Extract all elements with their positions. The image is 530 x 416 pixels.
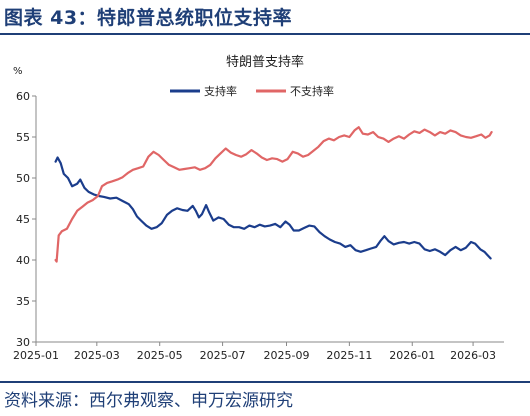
- x-tick-label: 2026-03: [450, 349, 496, 362]
- title-divider: [0, 33, 530, 35]
- source-note: 资料来源：西尔弗观察、申万宏源研究: [4, 391, 293, 411]
- x-tick-label: 2025-05: [137, 349, 183, 362]
- y-tick-label: 55: [16, 131, 30, 144]
- series-line-approve: [54, 156, 492, 260]
- y-tick-label: 40: [16, 254, 30, 267]
- y-tick-label: 60: [16, 90, 30, 103]
- chart-legend: 支持率 不支持率: [170, 84, 334, 98]
- y-axis-unit-label: %: [13, 66, 23, 77]
- y-tick-label: 45: [16, 213, 30, 226]
- y-tick-label: 50: [16, 172, 30, 185]
- x-tick-label: 2025-03: [74, 349, 120, 362]
- figure-title: 图表 43：特郎普总统职位支持率: [4, 7, 293, 29]
- series-line-disapprove: [54, 126, 493, 263]
- x-tick-label: 2025-01: [13, 349, 59, 362]
- legend-label: 不支持率: [290, 84, 334, 98]
- x-tick-label: 2026-01: [389, 349, 435, 362]
- y-tick-label: 35: [16, 295, 30, 308]
- x-tick-label: 2025-07: [200, 349, 246, 362]
- x-tick-label: 2025-11: [326, 349, 372, 362]
- chart-axes: 30 35 40 45 50 55 60 2025-01 2025-03 2025-05 2025-…: [13, 90, 504, 362]
- legend-label: 支持率: [204, 84, 237, 98]
- chart-title: 特朗普支持率: [226, 54, 304, 70]
- y-tick-label: 30: [16, 336, 30, 349]
- chart-series: [54, 126, 493, 263]
- source-divider: [0, 381, 530, 383]
- x-tick-label: 2025-09: [264, 349, 310, 362]
- line-chart: 特朗普支持率 % 支持率 不支持率 30 35 40 45 50 55 60 2025-01 20…: [13, 54, 504, 362]
